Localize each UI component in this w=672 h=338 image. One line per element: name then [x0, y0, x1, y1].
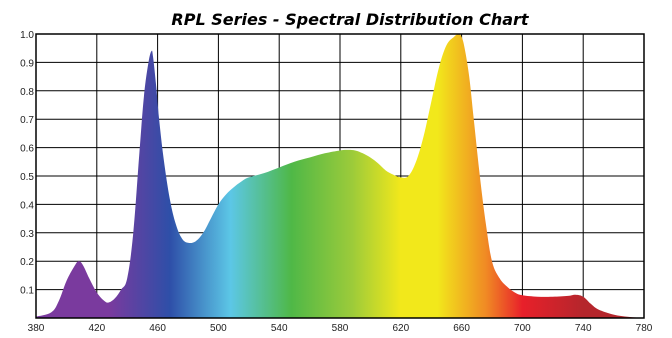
y-tick-label: 0.6 — [20, 144, 34, 155]
plot-frame — [35, 33, 645, 319]
y-tick-label: 0.1 — [20, 286, 34, 297]
x-tick-label: 540 — [271, 323, 288, 334]
y-tick-label: 0.2 — [20, 257, 34, 268]
x-tick-label: 740 — [575, 323, 592, 334]
y-tick-label: 0.9 — [20, 58, 34, 69]
y-tick-label: 0.5 — [20, 172, 34, 183]
x-tick-label: 500 — [210, 323, 227, 334]
y-tick-label: 0.3 — [20, 229, 34, 240]
y-tick-label: 0.8 — [20, 87, 34, 98]
x-tick-label: 620 — [392, 323, 409, 334]
x-tick-label: 660 — [453, 323, 470, 334]
x-tick-label: 380 — [28, 323, 45, 334]
y-tick-label: 0.4 — [20, 200, 34, 211]
x-tick-labels: 380 420 460 500 540 580 620 660 700 740 780 — [28, 323, 653, 334]
x-tick-label: 420 — [88, 323, 105, 334]
x-tick-label: 700 — [514, 323, 531, 334]
chart-title: RPL Series - Spectral Distribution Chart — [171, 10, 529, 29]
y-tick-labels: 0.1 0.2 0.3 0.4 0.5 0.6 0.7 0.8 0.9 1.0 — [20, 30, 34, 297]
y-tick-label: 0.7 — [20, 115, 34, 126]
x-tick-label: 780 — [636, 323, 653, 334]
spectrum-area — [36, 34, 644, 318]
frame-layer — [35, 33, 645, 319]
x-tick-label: 460 — [149, 323, 166, 334]
y-tick-label: 1.0 — [20, 30, 34, 41]
x-tick-label: 580 — [332, 323, 349, 334]
